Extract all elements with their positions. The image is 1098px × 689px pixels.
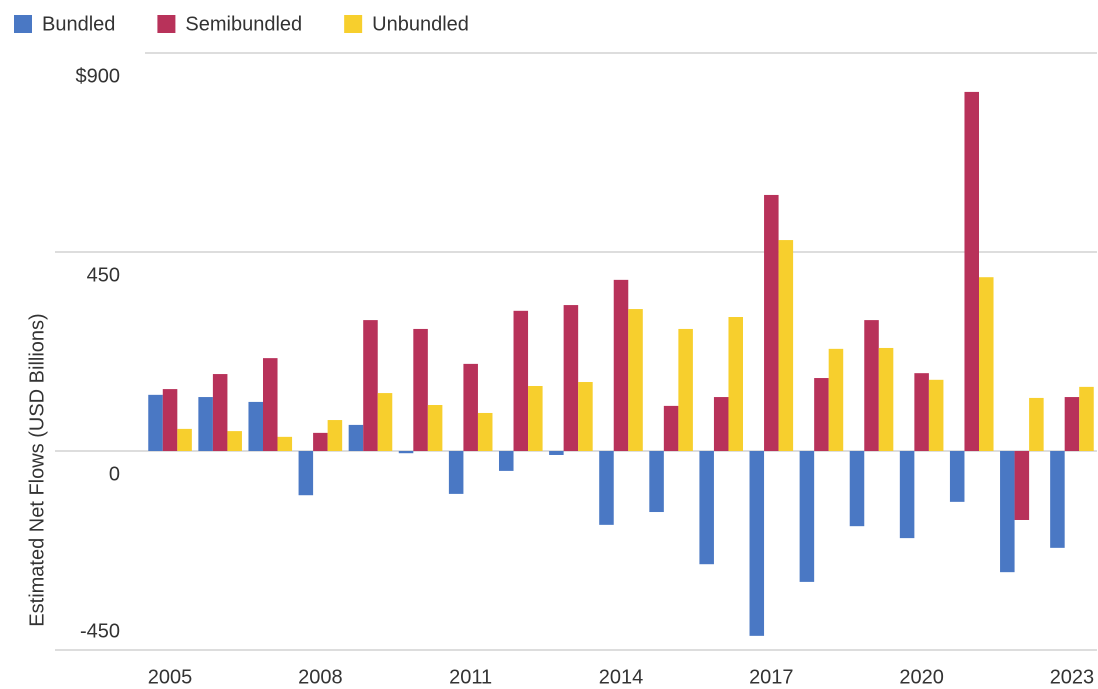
legend-label: Bundled (42, 13, 115, 35)
bar (699, 451, 714, 565)
bar (1029, 397, 1044, 451)
bar (528, 385, 543, 451)
bar (498, 451, 514, 471)
x-tick-label: 2008 (298, 666, 343, 688)
bar (398, 451, 414, 454)
bar (377, 393, 393, 451)
legend-label: Semibundled (185, 13, 302, 35)
bar (928, 379, 944, 451)
bar (964, 91, 980, 451)
bar (1064, 397, 1080, 451)
bar (177, 428, 192, 451)
legend-swatch (14, 15, 32, 33)
bar (313, 432, 328, 451)
bar (427, 405, 443, 451)
bar (212, 374, 228, 451)
bar (799, 451, 815, 582)
bar (148, 394, 163, 451)
x-tick-label: 2014 (599, 666, 644, 688)
x-tick-label: 2023 (1050, 666, 1095, 688)
legend-swatch (157, 15, 176, 33)
bar (277, 436, 293, 451)
bar (1014, 451, 1030, 520)
legend-swatch (344, 15, 363, 33)
bar (728, 317, 744, 451)
bar (513, 310, 529, 451)
bar (578, 382, 593, 451)
y-axis-title: Estimated Net Flows (USD Billions) (26, 313, 48, 626)
y-tick-label: $900 (76, 65, 121, 87)
bar (979, 277, 994, 451)
bar (298, 451, 314, 496)
bar (899, 451, 915, 539)
bar (764, 194, 779, 451)
bar (448, 451, 464, 494)
x-tick-label: 2005 (148, 666, 193, 688)
bar (549, 451, 564, 455)
bar (563, 305, 579, 451)
bar (1050, 451, 1065, 548)
bar (413, 328, 428, 451)
x-tick-label: 2020 (899, 666, 944, 688)
bar (327, 420, 343, 451)
bar (713, 397, 729, 451)
y-tick-label: 450 (87, 264, 120, 286)
bar (613, 279, 629, 451)
bar (628, 309, 643, 451)
bar (864, 320, 879, 451)
bar (198, 397, 213, 451)
bar (678, 328, 693, 451)
bar (878, 347, 894, 451)
bar (1000, 451, 1015, 573)
bar (749, 451, 765, 636)
bar (778, 240, 794, 451)
bar (348, 424, 364, 451)
bar (162, 389, 178, 451)
bar (463, 363, 478, 451)
bar (649, 451, 664, 513)
bar (663, 405, 679, 451)
bar (599, 451, 614, 525)
x-tick-label: 2017 (749, 666, 794, 688)
x-tick-label: 2011 (449, 666, 492, 688)
bar (262, 358, 278, 451)
bar (949, 451, 965, 502)
bar (363, 320, 378, 451)
legend-label: Unbundled (372, 13, 469, 35)
bar (227, 431, 242, 451)
bar (477, 412, 493, 451)
bar (828, 348, 844, 451)
bar (248, 401, 263, 451)
bar (849, 451, 865, 527)
bar (914, 373, 929, 451)
bar (1079, 386, 1094, 451)
bar (814, 378, 829, 451)
y-tick-label: 0 (109, 463, 120, 485)
y-tick-label: -450 (80, 620, 120, 642)
